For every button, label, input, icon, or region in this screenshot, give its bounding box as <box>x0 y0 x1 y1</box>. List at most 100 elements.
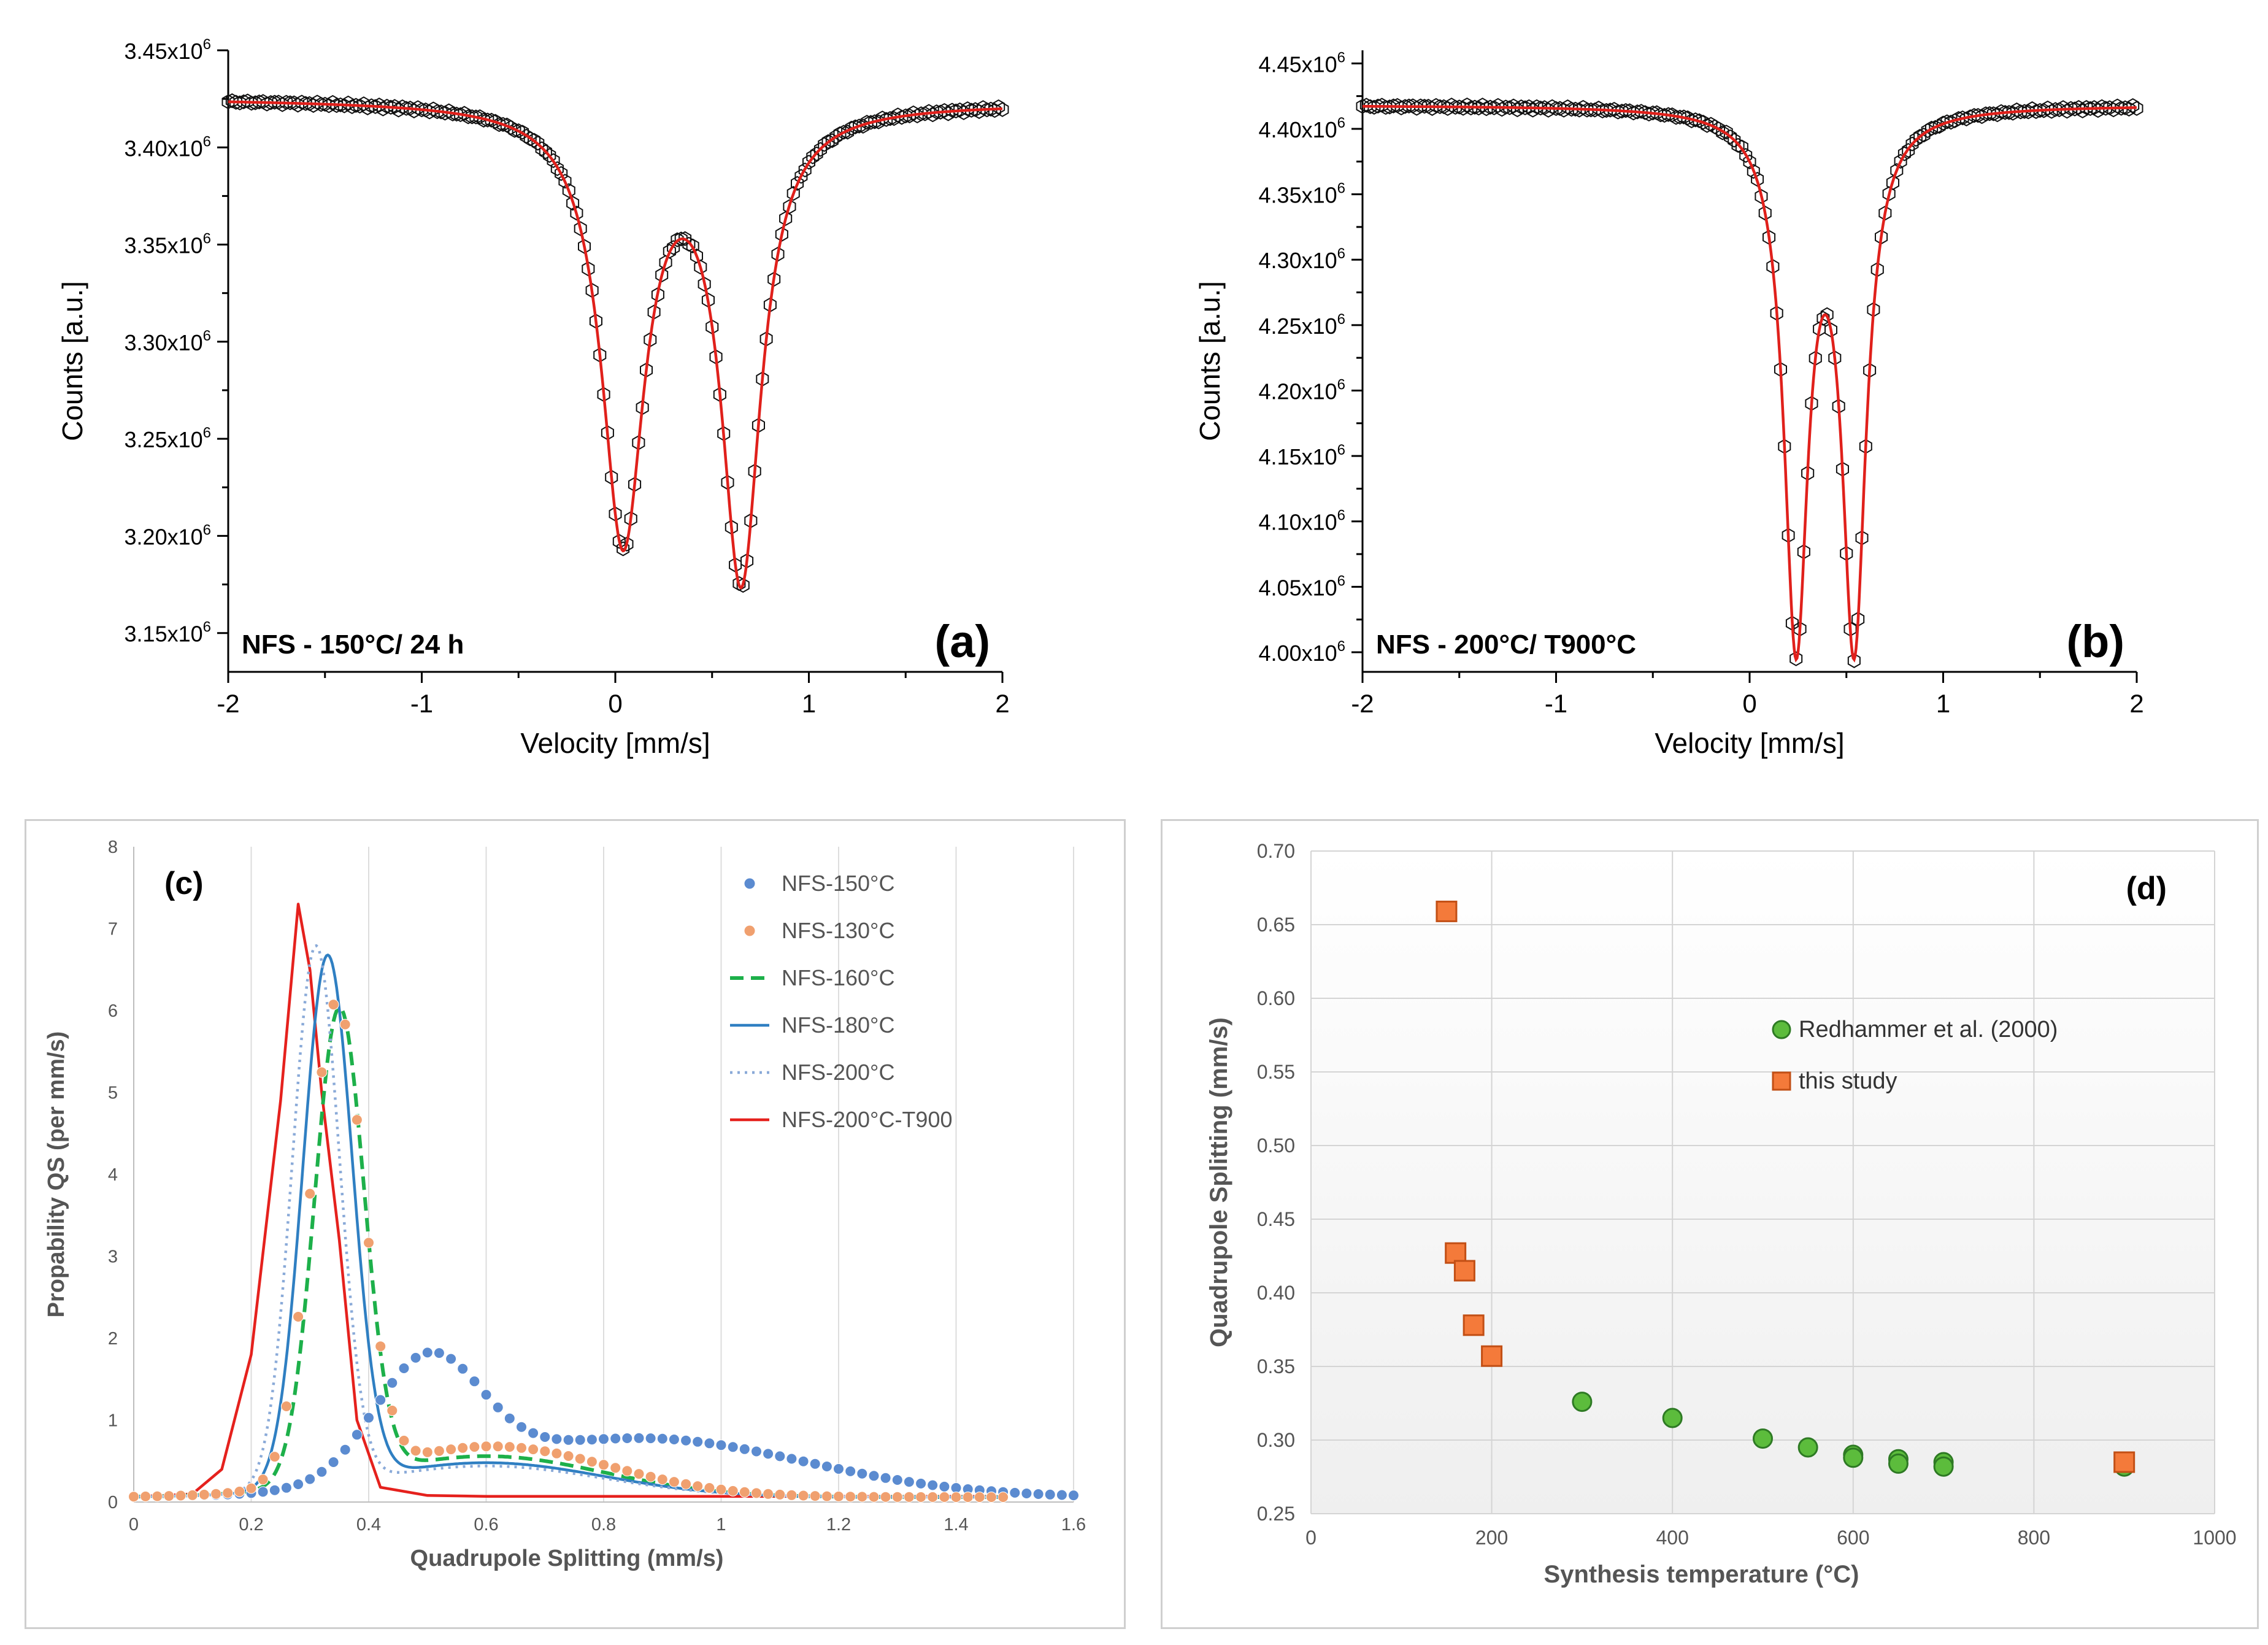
series-point <box>516 1421 527 1433</box>
data-point <box>2091 102 2105 118</box>
panel-label: (c) <box>164 866 204 901</box>
series-point <box>551 1447 563 1459</box>
series-point <box>586 1434 598 1446</box>
data-point <box>915 106 928 121</box>
data-point <box>1673 109 1686 125</box>
data-point <box>555 166 568 181</box>
data-point <box>1398 99 1412 114</box>
data-point <box>307 98 320 113</box>
y-tick-label: 4 <box>108 1165 118 1185</box>
data-point <box>1743 154 1756 170</box>
data-point <box>1728 133 1741 148</box>
data-point <box>942 106 955 121</box>
data-point <box>945 102 959 118</box>
data-point <box>2064 101 2078 116</box>
data-point <box>570 206 583 221</box>
y-tick-label: 3.45x106 <box>125 36 211 64</box>
data-point <box>806 149 820 164</box>
data-point <box>1483 99 1497 115</box>
series-point <box>939 1491 950 1503</box>
series-point <box>692 1436 704 1447</box>
panel-c-frame <box>25 819 1126 1629</box>
chart-d-svg: 0.25 0.30 0.35 0.40 0.45 0.50 0.55 0.60 0.65 0.70… <box>1205 840 2237 1588</box>
series-point <box>903 1476 915 1488</box>
data-point <box>535 141 548 156</box>
panel-d-frame <box>1161 819 2259 1629</box>
series-point <box>915 1491 927 1503</box>
data-point <box>1526 102 1540 118</box>
data-point <box>1592 101 1605 116</box>
series-point <box>528 1444 539 1455</box>
panel-b-mossbauer-200-t900: -2 -1 0 1 2 4.00x106 4.05x106 4.10x106 4.15x106 4… <box>1134 0 2268 798</box>
series-point <box>316 1066 328 1078</box>
y-tick-label: 4.05x106 <box>1259 572 1345 600</box>
data-point <box>485 112 498 128</box>
series-point <box>445 1444 457 1455</box>
series-point <box>398 1363 410 1374</box>
data-point <box>698 276 711 292</box>
data-point <box>678 231 692 247</box>
series-point <box>375 1394 386 1406</box>
series-point <box>715 1439 727 1451</box>
x-axis-label: Velocity [mm/s] <box>520 727 710 759</box>
data-point <box>1569 101 1582 117</box>
data-point <box>1886 175 1899 190</box>
data-point <box>1755 188 1768 204</box>
series-point <box>504 1412 515 1424</box>
data-point <box>802 155 815 170</box>
series-point <box>398 1435 410 1446</box>
series-point <box>739 1443 750 1455</box>
series-point <box>833 1490 844 1502</box>
series-point <box>656 1474 668 1485</box>
series-point <box>280 1482 292 1493</box>
series-point <box>633 1468 645 1480</box>
series-point <box>633 1432 645 1444</box>
y-tick-label: 0.55 <box>1257 1061 1295 1083</box>
data-point <box>1577 99 1590 115</box>
data-point <box>1693 113 1706 128</box>
series-point <box>786 1453 798 1465</box>
legend-label: this study <box>1799 1068 1897 1094</box>
x-tick-label: -2 <box>1351 689 1374 718</box>
series-point <box>421 1347 433 1358</box>
data-point <box>1820 307 1834 323</box>
chart-c-svg: 0 0.2 0.4 0.6 0.8 1 1.2 1.4 1.6 0 1 2 3 4 5 6 7 8 Quadrupo… <box>44 838 1086 1571</box>
data-point <box>221 94 235 110</box>
series-point <box>304 1473 316 1485</box>
series-point <box>457 1442 469 1454</box>
data-point <box>473 109 486 125</box>
y-axis-label: Counts [a.u.] <box>1194 281 1226 441</box>
x-tick-label: 0 <box>1305 1527 1317 1549</box>
data-point <box>291 98 305 113</box>
data-point <box>1615 103 1629 119</box>
series-point <box>668 1476 680 1488</box>
series-point <box>222 1487 234 1499</box>
data-point <box>543 148 556 163</box>
data-point <box>380 98 394 114</box>
data-point <box>1507 98 1520 114</box>
series-point <box>962 1492 974 1503</box>
data-point-square <box>1436 900 1458 922</box>
series-point <box>257 1474 269 1485</box>
series-point <box>868 1470 880 1482</box>
data-point <box>334 97 347 113</box>
data-point-square <box>1481 1345 1503 1367</box>
series-point <box>1068 1490 1079 1501</box>
series-point <box>903 1491 915 1503</box>
data-point <box>1426 101 1439 116</box>
data-point <box>686 238 699 254</box>
series-point <box>891 1491 903 1503</box>
chart-a-svg: -2 -1 0 1 2 3.15x106 3.20x106 3.25x106 3.30x106 3… <box>56 36 1010 759</box>
data-point <box>2026 101 2039 117</box>
series-point <box>163 1490 175 1502</box>
data-point <box>791 175 804 191</box>
data-point <box>2033 102 2047 118</box>
series-point <box>304 1188 316 1200</box>
x-tick-label: 1 <box>802 689 816 718</box>
data-point-circle <box>1888 1453 1909 1474</box>
x-tick-label: 0.2 <box>239 1515 263 1535</box>
series-point <box>539 1431 551 1443</box>
y-tick-label: 3.25x106 <box>125 425 211 452</box>
data-point <box>574 221 587 236</box>
data-point <box>1356 99 1369 114</box>
